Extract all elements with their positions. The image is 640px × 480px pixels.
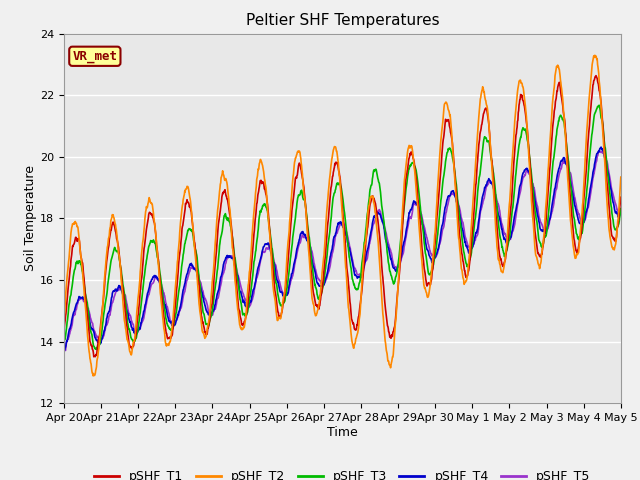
Line: pSHF_T2: pSHF_T2: [64, 55, 621, 376]
Title: Peltier SHF Temperatures: Peltier SHF Temperatures: [246, 13, 439, 28]
pSHF_T4: [61, 347, 68, 353]
Text: VR_met: VR_met: [72, 50, 117, 63]
pSHF_T2: [617, 174, 625, 180]
pSHF_T2: [429, 252, 437, 258]
pSHF_T3: [171, 316, 179, 322]
pSHF_T2: [171, 294, 179, 300]
pSHF_T1: [184, 200, 192, 205]
Line: pSHF_T3: pSHF_T3: [64, 105, 621, 349]
pSHF_T4: [502, 239, 509, 244]
X-axis label: Time: Time: [327, 426, 358, 439]
pSHF_T1: [592, 73, 600, 79]
pSHF_T4: [60, 347, 68, 352]
pSHF_T4: [184, 267, 192, 273]
pSHF_T5: [551, 192, 559, 198]
pSHF_T4: [246, 298, 254, 303]
pSHF_T3: [93, 347, 100, 352]
pSHF_T4: [597, 144, 605, 150]
pSHF_T3: [617, 205, 625, 211]
pSHF_T5: [502, 233, 509, 239]
pSHF_T4: [617, 208, 625, 214]
Y-axis label: Soil Temperature: Soil Temperature: [24, 166, 37, 271]
pSHF_T2: [502, 250, 509, 255]
pSHF_T2: [551, 73, 559, 79]
pSHF_T2: [591, 52, 598, 58]
pSHF_T1: [502, 252, 509, 258]
pSHF_T3: [429, 263, 437, 269]
pSHF_T3: [246, 291, 254, 297]
Line: pSHF_T4: pSHF_T4: [64, 147, 621, 350]
pSHF_T1: [90, 354, 98, 360]
pSHF_T1: [429, 261, 437, 267]
pSHF_T2: [60, 317, 68, 323]
pSHF_T1: [246, 271, 254, 276]
Legend: pSHF_T1, pSHF_T2, pSHF_T3, pSHF_T4, pSHF_T5: pSHF_T1, pSHF_T2, pSHF_T3, pSHF_T4, pSHF…: [89, 465, 596, 480]
pSHF_T5: [595, 148, 603, 154]
Line: pSHF_T1: pSHF_T1: [64, 76, 621, 357]
pSHF_T4: [551, 186, 559, 192]
pSHF_T3: [502, 251, 509, 256]
pSHF_T1: [60, 327, 68, 333]
pSHF_T1: [617, 194, 625, 200]
pSHF_T5: [60, 347, 68, 352]
pSHF_T4: [429, 259, 437, 264]
pSHF_T5: [617, 208, 625, 214]
pSHF_T5: [171, 318, 179, 324]
pSHF_T2: [184, 185, 192, 191]
pSHF_T3: [184, 228, 192, 233]
pSHF_T2: [246, 257, 254, 263]
pSHF_T1: [171, 309, 179, 315]
pSHF_T5: [184, 274, 192, 279]
pSHF_T4: [171, 322, 179, 327]
pSHF_T5: [429, 252, 437, 257]
pSHF_T3: [551, 145, 559, 151]
Line: pSHF_T5: pSHF_T5: [64, 151, 621, 350]
pSHF_T5: [61, 348, 69, 353]
pSHF_T2: [90, 373, 97, 379]
pSHF_T3: [60, 339, 68, 345]
pSHF_T5: [246, 302, 254, 308]
pSHF_T3: [595, 102, 603, 108]
pSHF_T1: [551, 104, 559, 110]
